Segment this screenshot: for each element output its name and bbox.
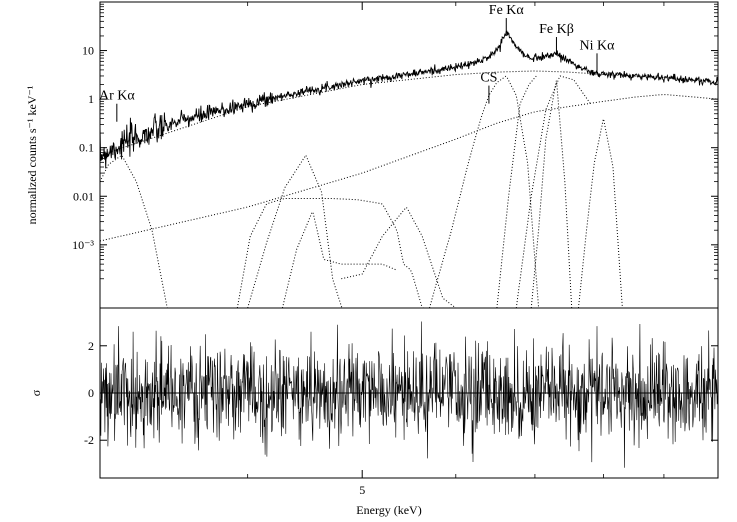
top-spectrum-panel: 10⁻³ 0.01 0.1 1 10 Ar Kα CS Fe Kα Fe Kβ Ni Kα no… [25, 1, 719, 309]
x-axis-label: Energy (keV) [356, 503, 421, 517]
residual-series-group [100, 321, 718, 468]
top-panel-frame [99, 1, 719, 309]
bottom-y-tick-label: 2 [88, 339, 94, 353]
top-y-tick-label: 1 [88, 92, 94, 106]
line-Cr-plateau [236, 198, 430, 308]
line-Ca [247, 154, 352, 308]
annotation-label: Fe Kβ [539, 22, 574, 37]
bottom-y-axis-label: σ [29, 389, 43, 396]
top-y-axis-label: normalized counts s⁻¹ keV⁻¹ [25, 85, 39, 224]
line-Fe-K-alpha [429, 75, 540, 308]
top-y-ticks: 10⁻³ 0.01 0.1 1 10 [72, 3, 718, 280]
line-Fe-shoulder [496, 75, 537, 308]
line-annotations: Ar Kα CS Fe Kα Fe Kβ Ni Kα [99, 3, 615, 122]
annotation-label: Ar Kα [99, 89, 135, 104]
annotation-label: CS [480, 71, 497, 86]
continuum-2 [100, 94, 718, 242]
line-Fe-K-alpha-broad [515, 75, 591, 308]
line-mid [281, 211, 398, 308]
line-Mn [341, 206, 457, 308]
line-Ar-K-alpha [100, 154, 168, 308]
bottom-residual-panel: -2 0 2 5 σ Energy (keV) [29, 2, 719, 517]
bottom-y-tick-label: -2 [84, 433, 94, 447]
data-line [100, 30, 718, 169]
top-y-tick-label: 10 [82, 44, 94, 58]
bottom-x-ticks: 5 [247, 2, 665, 497]
annotation-label: Fe Kα [489, 3, 525, 18]
bottom-y-ticks: -2 0 2 [84, 339, 718, 447]
bottom-y-tick-label: 0 [88, 386, 94, 400]
top-y-tick-label: 10⁻³ [72, 238, 94, 252]
residual-line [100, 321, 718, 468]
line-Fe-K-beta [530, 80, 573, 308]
top-series-group [100, 30, 718, 308]
annotation-label: Ni Kα [580, 38, 616, 53]
continuum-1 [100, 70, 718, 156]
top-y-tick-label: 0.1 [79, 141, 94, 155]
line-Ni-K-alpha [578, 117, 623, 308]
x-tick-label: 5 [359, 483, 365, 497]
top-y-tick-label: 0.01 [73, 189, 94, 203]
